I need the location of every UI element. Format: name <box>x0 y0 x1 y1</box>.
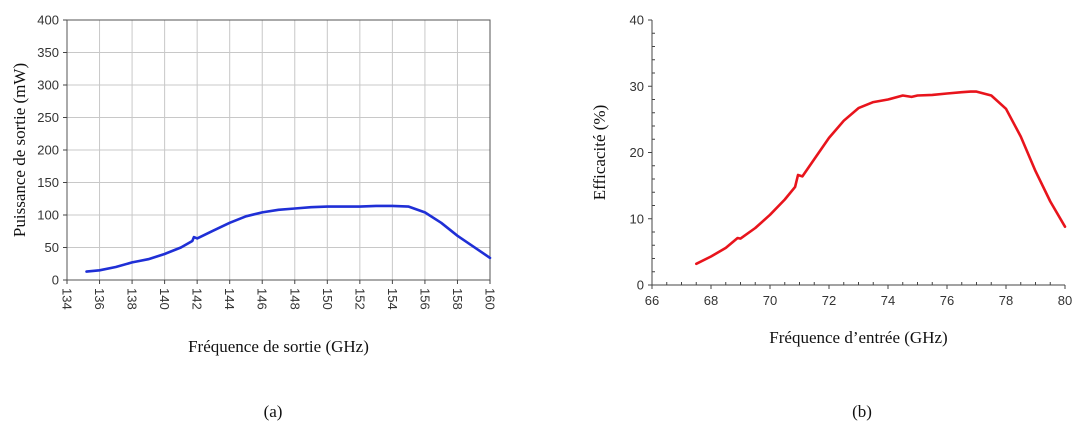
y-axis-title: Efficacité (%) <box>590 105 609 200</box>
y-tick-label: 400 <box>37 13 59 28</box>
x-tick-label: 78 <box>999 293 1013 308</box>
x-tick-label: 140 <box>157 288 172 310</box>
panel-caption: (b) <box>852 402 872 421</box>
x-tick-label: 134 <box>60 288 75 310</box>
series-line <box>85 204 492 273</box>
y-tick-label: 10 <box>630 211 644 226</box>
y-tick-label: 0 <box>637 278 644 293</box>
y-tick-label: 150 <box>37 175 59 190</box>
y-tick-label: 50 <box>45 240 59 255</box>
x-tick-label: 76 <box>940 293 954 308</box>
y-tick-label: 300 <box>37 78 59 93</box>
y-tick-label: 350 <box>37 45 59 60</box>
chart-a-output-power: 0 50 100 150 200 250 300 350 400 134 136 138 140 142 1… <box>10 13 498 422</box>
x-tick-label: 144 <box>222 288 237 310</box>
x-tick-label: 154 <box>385 288 400 310</box>
x-tick-label: 136 <box>92 288 107 310</box>
y-tick-label: 250 <box>37 110 59 125</box>
y-tick-label: 0 <box>52 273 59 288</box>
x-axis-title: Fréquence d’entrée (GHz) <box>769 328 947 347</box>
x-tick-label: 138 <box>125 288 140 310</box>
x-tick-label: 74 <box>881 293 895 308</box>
chart-b-efficiency: 0 10 20 30 40 66 68 70 72 74 76 78 80 Efficacité (%) F… <box>590 13 1072 422</box>
x-tick-label: 146 <box>255 288 270 310</box>
series-line <box>695 90 1067 266</box>
x-tick-label: 68 <box>704 293 718 308</box>
x-tick-label: 142 <box>190 288 205 310</box>
panel-caption: (a) <box>264 402 283 421</box>
x-tick-label: 156 <box>417 288 432 310</box>
x-tick-label: 72 <box>822 293 836 308</box>
x-tick-label: 158 <box>450 288 465 310</box>
x-tick-label: 152 <box>352 288 367 310</box>
y-tick-label: 30 <box>630 79 644 94</box>
x-axis-title: Fréquence de sortie (GHz) <box>188 337 369 356</box>
y-tick-label: 200 <box>37 143 59 158</box>
y-axis-title: Puissance de sortie (mW) <box>10 63 29 237</box>
x-tick-label: 80 <box>1058 293 1072 308</box>
y-tick-label: 40 <box>630 13 644 28</box>
y-tick-label: 100 <box>37 208 59 223</box>
x-tick-label: 150 <box>320 288 335 310</box>
x-tick-label: 70 <box>763 293 777 308</box>
x-tick-label: 66 <box>645 293 659 308</box>
x-tick-label: 160 <box>483 288 498 310</box>
y-tick-label: 20 <box>630 145 644 160</box>
x-tick-label: 148 <box>287 288 302 310</box>
